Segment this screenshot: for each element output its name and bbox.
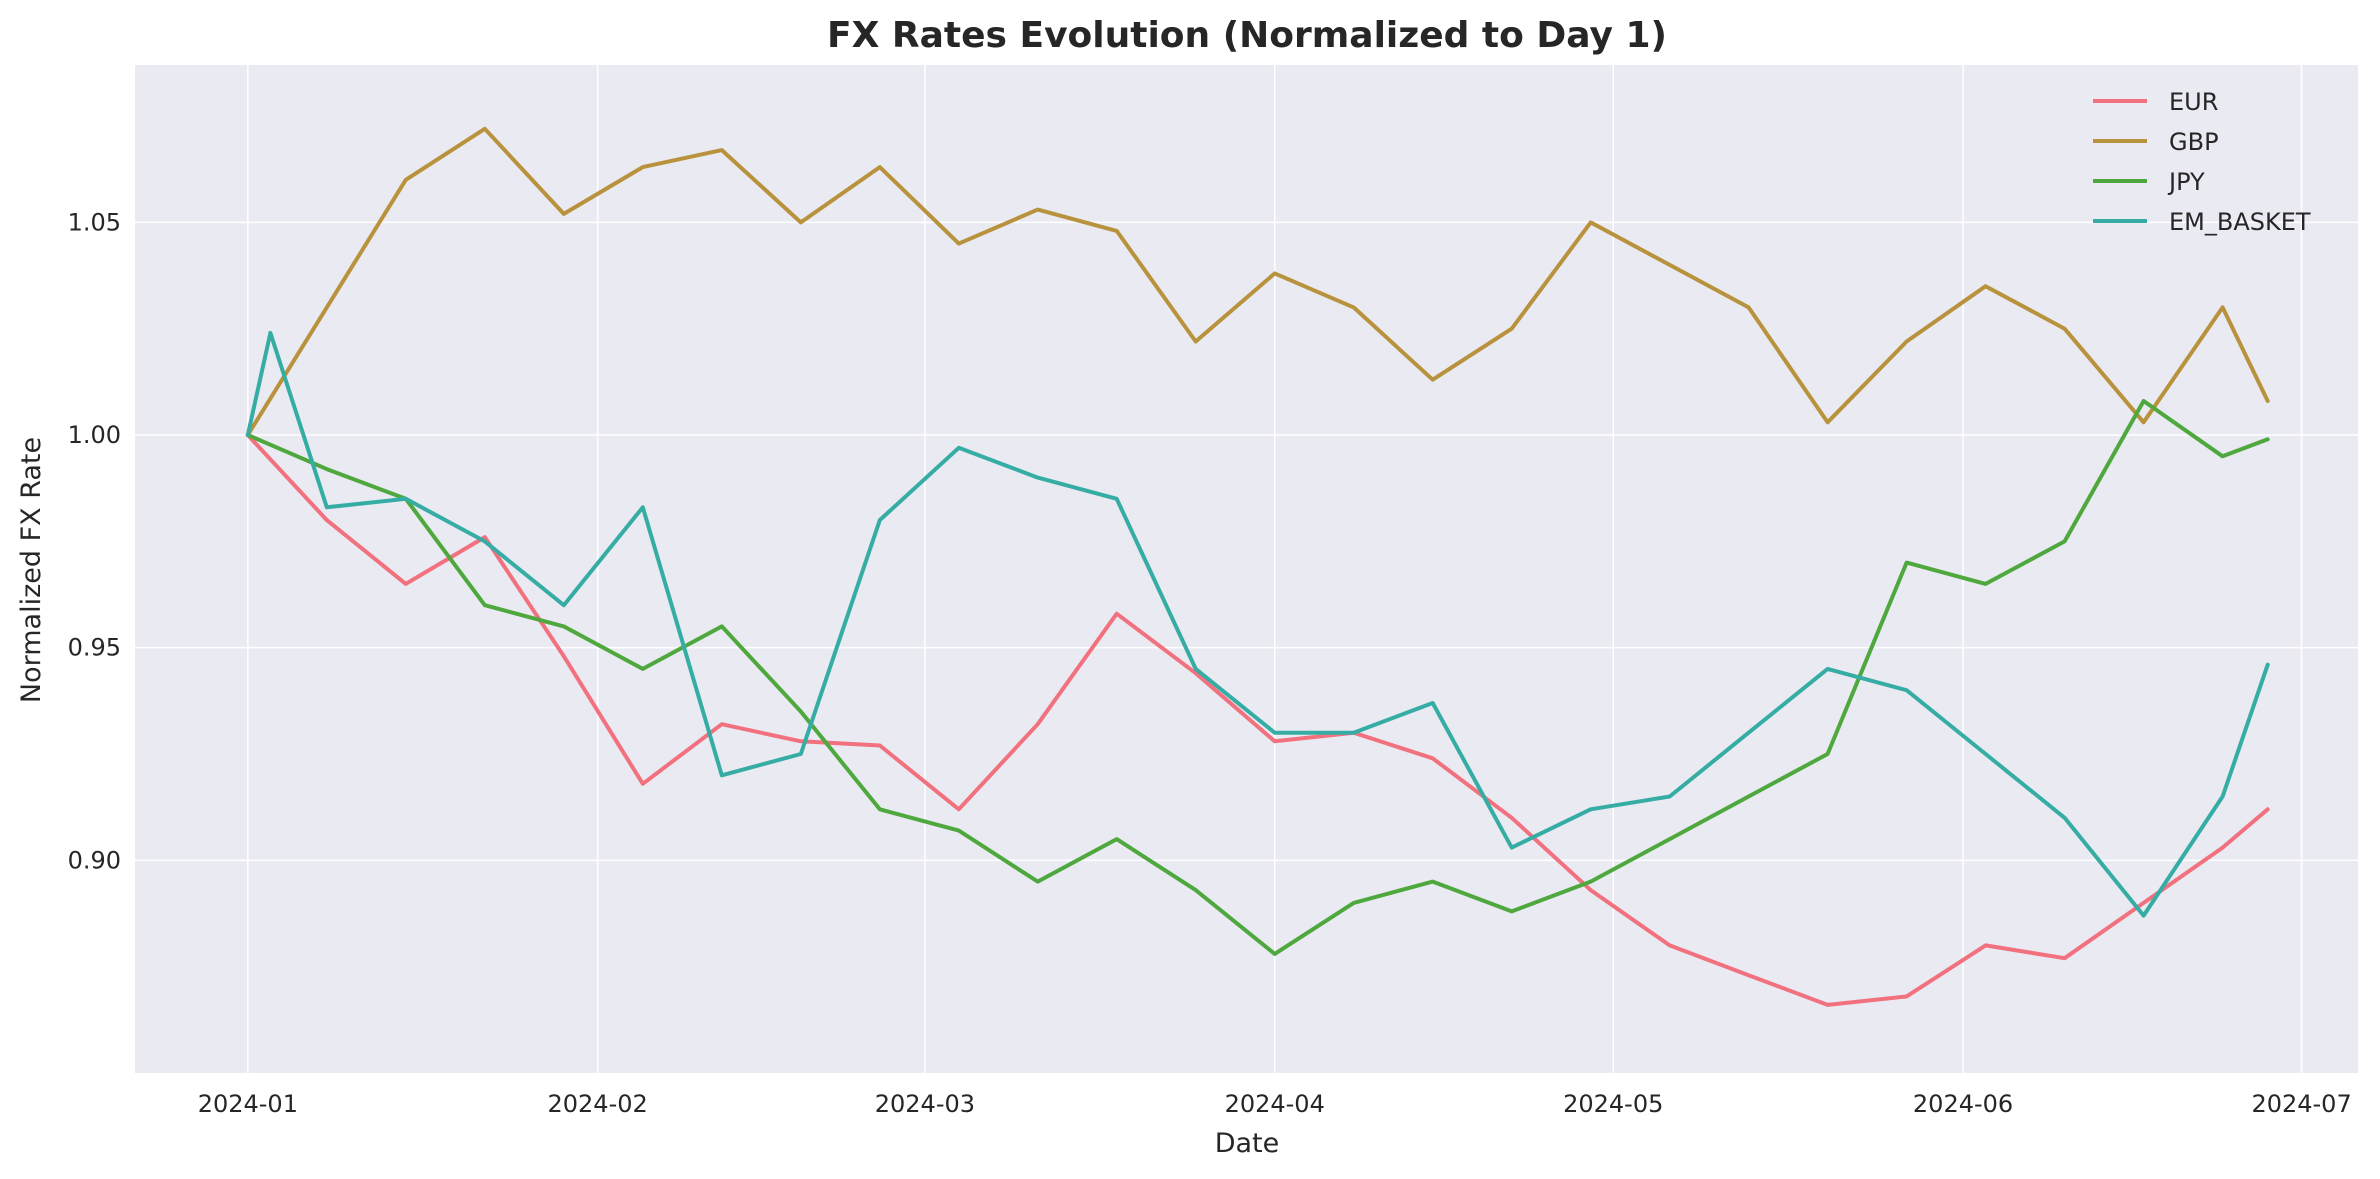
x-tick-label: 2024-03	[875, 1090, 975, 1118]
x-tick-label: 2024-04	[1225, 1090, 1325, 1118]
x-tick-label: 2024-01	[198, 1090, 298, 1118]
y-tick-label: 0.90	[68, 846, 121, 874]
legend: EUR GBP JPY EM_BASKET	[2093, 88, 2311, 236]
legend-label: EM_BASKET	[2169, 208, 2311, 236]
y-axis-ticks: 0.90 0.95 1.00 1.05	[68, 208, 121, 874]
series-line-gbp	[245, 126, 2270, 437]
y-tick-label: 0.95	[68, 634, 121, 662]
chart-title: FX Rates Evolution (Normalized to Day 1)	[827, 15, 1667, 56]
series-line-em-basket	[245, 330, 2270, 918]
legend-label: JPY	[2167, 168, 2205, 196]
plot-area	[135, 65, 2358, 1073]
series-line-eur	[245, 433, 2270, 1007]
legend-label: EUR	[2169, 88, 2218, 116]
series-layer	[245, 126, 2270, 1007]
y-tick-label: 1.05	[68, 208, 121, 236]
x-axis-label: Date	[1215, 1128, 1280, 1159]
x-tick-label: 2024-06	[1913, 1090, 2013, 1118]
x-tick-label: 2024-05	[1563, 1090, 1663, 1118]
y-tick-label: 1.00	[68, 421, 121, 449]
x-axis-ticks: 2024-01 2024-02 2024-03 2024-04 2024-05 2024-…	[198, 1090, 2352, 1118]
legend-label: GBP	[2169, 128, 2219, 156]
series-line-jpy	[245, 399, 2270, 956]
grid-lines	[135, 65, 2358, 1073]
y-axis-label: Normalized FX Rate	[16, 437, 47, 703]
x-tick-label: 2024-02	[548, 1090, 648, 1118]
x-tick-label: 2024-07	[2251, 1090, 2351, 1118]
